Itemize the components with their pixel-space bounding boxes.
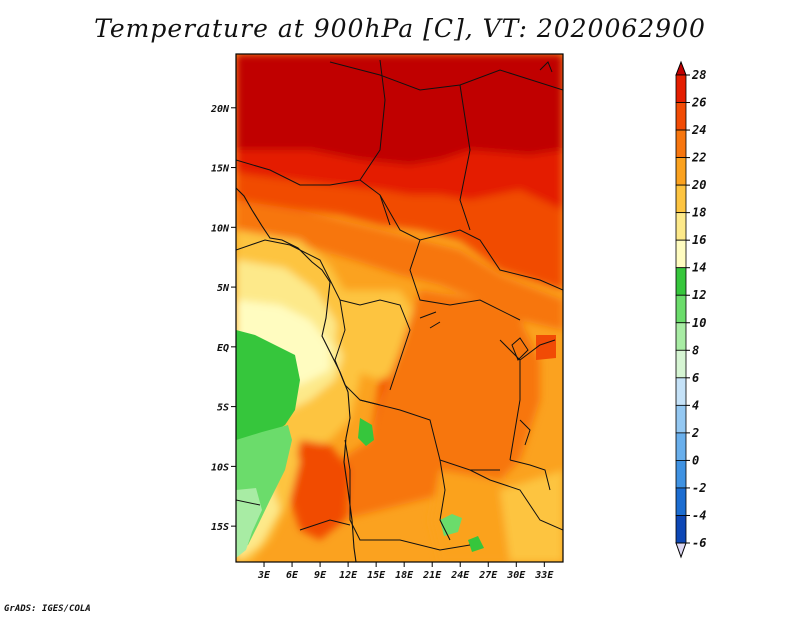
lat-tick-label: 15S	[211, 522, 229, 533]
colorbar-label: 22	[691, 151, 706, 165]
lon-tick-label: 9E	[314, 570, 327, 581]
colorbar-max-triangle	[675, 60, 687, 76]
temperature-field	[236, 54, 563, 562]
lon-tick-label: 12E	[339, 570, 358, 581]
colorbar-swatch	[675, 184, 687, 214]
colorbar-label: 20	[691, 178, 706, 192]
colorbar-label: 2	[691, 426, 699, 440]
colorbar-label: 4	[692, 398, 699, 412]
colorbar-swatch	[675, 102, 687, 131]
colorbar-label: 6	[692, 371, 699, 385]
colorbar-label: 10	[692, 316, 706, 330]
colorbar-label: 26	[691, 96, 706, 110]
lon-tick-label: 33E	[534, 570, 554, 581]
colorbar-swatch	[675, 157, 687, 186]
colorbar-swatch	[675, 129, 687, 158]
lon-tick-label: 27E	[478, 570, 498, 581]
lon-tick-label: 18E	[395, 570, 414, 581]
colorbar-swatch	[675, 212, 687, 241]
lat-tick-label: 15N	[211, 164, 230, 175]
lat-tick-label: 10N	[211, 223, 230, 234]
colorbar-swatch	[675, 239, 687, 269]
lat-tick-label: 5S	[217, 403, 229, 414]
lon-tick-label: 30E	[506, 570, 526, 581]
colorbar-swatch	[675, 349, 687, 379]
lat-tick-label: EQ	[217, 343, 229, 354]
colorbar-label: -6	[692, 536, 706, 550]
colorbar-swatch	[675, 460, 687, 489]
lon-tick-label: 21E	[422, 570, 442, 581]
colorbar-label: 8	[692, 343, 699, 357]
colorbar-swatch	[675, 377, 687, 406]
colorbar-label: -2	[692, 481, 706, 495]
colorbar-swatch	[675, 487, 687, 516]
colorbar-swatch	[675, 294, 687, 324]
colorbar-swatch	[675, 322, 687, 351]
map-frame	[235, 53, 564, 563]
lat-tick-label: 10S	[211, 462, 229, 473]
colorbar-label: 16	[692, 233, 706, 247]
colorbar-label: 14	[692, 261, 706, 275]
colorbar-min-triangle	[675, 542, 687, 559]
longitude-axis: 3E 6E 9E 12E 15E 18E 21E 24E 27E 30E 33E	[257, 562, 554, 581]
lon-tick-label: 24E	[450, 570, 470, 581]
coastline	[235, 187, 357, 563]
lat-tick-label: 5N	[217, 283, 230, 294]
colorbar-swatch	[675, 404, 687, 434]
colorbar-label: 24	[691, 123, 706, 137]
lat-tick-label: 20N	[210, 104, 230, 115]
latitude-axis: 20N 15N 10N 5N EQ 5S 10S 15S	[210, 104, 236, 533]
colorbar-label: 28	[691, 68, 706, 82]
colorbar-swatch	[675, 74, 687, 103]
lon-tick-label: 6E	[286, 570, 299, 581]
colorbar-label: 18	[692, 206, 706, 220]
footer-credit: GrADS: IGES/COLA	[4, 604, 91, 614]
colorbar-label: 0	[692, 453, 699, 467]
lon-tick-label: 3E	[257, 570, 271, 581]
colorbar-swatch	[675, 432, 687, 461]
chart-title: Temperature at 900hPa [C], VT: 202006290…	[94, 14, 706, 43]
colorbar-swatch	[675, 267, 687, 296]
country-borders	[236, 59, 563, 551]
lon-tick-label: 15E	[367, 570, 386, 581]
colorbar-label: -4	[692, 508, 706, 522]
colorbar-swatch	[675, 515, 687, 544]
colorbar-label: 12	[692, 288, 706, 302]
